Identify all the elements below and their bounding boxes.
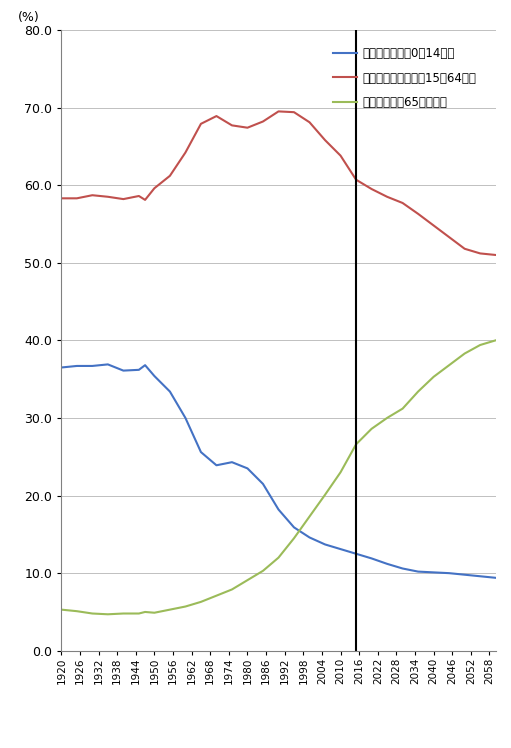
高齢者人口（65歳以上） [477,340,483,349]
高齢者人口（65歳以上） [431,373,437,381]
年少人口比率（0～14歳） [461,570,468,579]
生産年齢人口比率（15～64歳） [353,175,359,184]
高齢者人口（65歳以上） [244,576,250,585]
年少人口比率（0～14歳） [368,554,375,563]
高齢者人口（65歳以上） [322,490,328,499]
高齢者人口（65歳以上） [167,605,173,614]
高齢者人口（65歳以上） [275,554,282,562]
年少人口比率（0～14歳） [214,461,220,470]
生産年齢人口比率（15～64歳） [142,195,148,204]
高齢者人口（65歳以上） [368,424,375,433]
Line: 生産年齢人口比率（15～64歳）: 生産年齢人口比率（15～64歳） [61,111,496,255]
生産年齢人口比率（15～64歳） [214,111,220,120]
高齢者人口（65歳以上） [89,609,96,618]
年少人口比率（0～14歳） [384,560,390,568]
生産年齢人口比率（15～64歳） [120,194,126,203]
生産年齢人口比率（15～64歳） [58,194,64,203]
年少人口比率（0～14歳） [446,568,452,577]
年少人口比率（0～14歳） [74,361,80,370]
年少人口比率（0～14歳） [198,447,204,456]
生産年齢人口比率（15～64歳） [322,135,328,144]
高齢者人口（65歳以上） [229,585,235,594]
高齢者人口（65歳以上） [384,414,390,423]
高齢者人口（65歳以上） [182,602,189,611]
年少人口比率（0～14歳） [151,372,157,381]
生産年齢人口比率（15～64歳） [446,233,452,242]
生産年齢人口比率（15～64歳） [229,121,235,130]
生産年齢人口比率（15～64歳） [275,107,282,116]
生産年齢人口比率（15～64歳） [400,198,406,207]
年少人口比率（0～14歳） [322,540,328,549]
生産年齢人口比率（15～64歳） [337,151,343,160]
年少人口比率（0～14歳） [142,361,148,370]
年少人口比率（0～14歳） [307,533,313,542]
年少人口比率（0～14歳） [493,573,499,582]
Line: 高齢者人口（65歳以上）: 高齢者人口（65歳以上） [61,340,496,614]
高齢者人口（65歳以上） [307,512,313,521]
高齢者人口（65歳以上） [120,609,126,618]
年少人口比率（0～14歳） [120,366,126,375]
生産年齢人口比率（15～64歳） [431,221,437,230]
高齢者人口（65歳以上） [260,566,266,575]
高齢者人口（65歳以上） [415,387,421,396]
生産年齢人口比率（15～64歳） [368,185,375,194]
年少人口比率（0～14歳） [431,568,437,577]
高齢者人口（65歳以上） [151,608,157,617]
生産年齢人口比率（15～64歳） [151,184,157,193]
高齢者人口（65歳以上） [461,349,468,358]
年少人口比率（0～14歳） [105,360,111,369]
年少人口比率（0～14歳） [260,479,266,488]
生産年齢人口比率（15～64歳） [105,192,111,201]
年少人口比率（0～14歳） [353,549,359,558]
生産年齢人口比率（15～64歳） [136,191,142,200]
高齢者人口（65歳以上） [58,605,64,614]
生産年齢人口比率（15～64歳） [493,251,499,260]
高齢者人口（65歳以上） [291,534,297,543]
年少人口比率（0～14歳） [182,414,189,423]
生産年齢人口比率（15～64歳） [198,120,204,129]
高齢者人口（65歳以上） [446,361,452,370]
高齢者人口（65歳以上） [74,607,80,616]
生産年齢人口比率（15～64歳） [461,245,468,254]
高齢者人口（65歳以上） [400,404,406,413]
生産年齢人口比率（15～64歳） [89,191,96,200]
年少人口比率（0～14歳） [167,387,173,396]
年少人口比率（0～14歳） [477,571,483,580]
生産年齢人口比率（15～64歳） [167,171,173,180]
高齢者人口（65歳以上） [136,609,142,618]
高齢者人口（65歳以上） [214,591,220,600]
生産年齢人口比率（15～64歳） [182,148,189,157]
年少人口比率（0～14歳） [275,505,282,514]
高齢者人口（65歳以上） [142,607,148,616]
Text: (%): (%) [18,10,40,24]
高齢者人口（65歳以上） [337,468,343,476]
年少人口比率（0～14歳） [229,458,235,467]
高齢者人口（65歳以上） [105,610,111,619]
生産年齢人口比率（15～64歳） [477,249,483,258]
Legend: 年少人口比率（0～14歳）, 生産年齢人口比率（15～64歳）, 高齢者人口（65歳以上）: 年少人口比率（0～14歳）, 生産年齢人口比率（15～64歳）, 高齢者人口（6… [328,42,481,114]
年少人口比率（0～14歳） [337,545,343,554]
生産年齢人口比率（15～64歳） [384,192,390,201]
生産年齢人口比率（15～64歳） [415,209,421,218]
高齢者人口（65歳以上） [493,336,499,345]
年少人口比率（0～14歳） [291,523,297,532]
生産年齢人口比率（15～64歳） [291,108,297,117]
年少人口比率（0～14歳） [136,365,142,374]
生産年齢人口比率（15～64歳） [244,123,250,132]
高齢者人口（65歳以上） [353,440,359,449]
高齢者人口（65歳以上） [198,598,204,607]
年少人口比率（0～14歳） [244,464,250,473]
生産年齢人口比率（15～64歳） [260,117,266,126]
年少人口比率（0～14歳） [89,361,96,370]
生産年齢人口比率（15～64歳） [307,117,313,126]
生産年齢人口比率（15～64歳） [74,194,80,203]
年少人口比率（0～14歳） [58,363,64,372]
年少人口比率（0～14歳） [400,564,406,573]
年少人口比率（0～14歳） [415,567,421,576]
Line: 年少人口比率（0～14歳）: 年少人口比率（0～14歳） [61,364,496,577]
